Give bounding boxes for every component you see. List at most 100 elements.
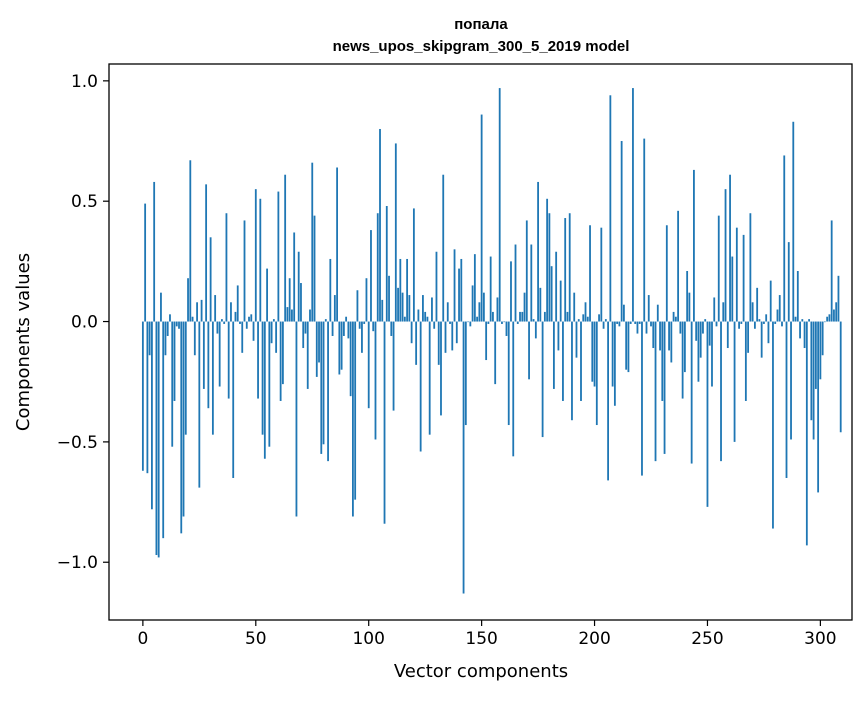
bar — [252, 321, 255, 341]
bar — [600, 227, 603, 322]
bar — [153, 181, 156, 322]
bar — [426, 316, 429, 322]
bar — [835, 302, 838, 322]
bar — [354, 321, 357, 500]
bar — [200, 299, 203, 322]
bar — [767, 321, 770, 344]
axes-frame — [108, 63, 853, 621]
bar — [794, 316, 797, 322]
bar — [645, 321, 648, 334]
bar — [790, 321, 792, 440]
bar — [214, 295, 217, 322]
bar — [760, 321, 763, 358]
bar — [620, 141, 623, 322]
bar — [801, 319, 804, 322]
bar — [365, 278, 368, 322]
bar — [223, 321, 226, 324]
bar — [821, 321, 824, 356]
bar — [659, 321, 661, 351]
bar — [415, 321, 418, 365]
bar — [383, 321, 386, 524]
bar — [257, 321, 259, 399]
bar — [352, 321, 354, 517]
bar — [763, 321, 765, 324]
bar — [521, 311, 524, 322]
bar — [693, 169, 695, 322]
bar — [277, 191, 280, 322]
bar — [162, 321, 165, 539]
bar — [566, 311, 569, 322]
bar — [607, 321, 609, 481]
bar — [489, 256, 492, 322]
bar — [385, 206, 388, 322]
x-tick-label: 250 — [691, 629, 723, 649]
bar-series — [141, 88, 842, 594]
bar — [828, 314, 831, 322]
bar — [376, 213, 379, 322]
bar — [722, 302, 725, 322]
y-tick-label: 0.5 — [71, 192, 98, 212]
bar — [729, 174, 731, 322]
bar — [774, 321, 777, 324]
bar — [349, 321, 352, 397]
bar — [720, 321, 722, 462]
bar — [225, 213, 228, 322]
bar — [582, 314, 585, 322]
bar — [440, 321, 442, 416]
bar — [516, 321, 519, 324]
bar — [431, 297, 433, 322]
bar — [295, 321, 298, 517]
bar — [175, 321, 178, 327]
bar — [744, 321, 747, 401]
bar — [401, 292, 404, 322]
y-tick-label: 1.0 — [71, 72, 98, 92]
bar — [184, 321, 187, 435]
bar — [758, 319, 761, 322]
bar — [586, 316, 589, 322]
bar — [268, 321, 271, 447]
bar — [336, 167, 338, 322]
bar — [196, 302, 198, 322]
bar — [510, 261, 512, 322]
bar — [577, 319, 580, 322]
bar — [749, 213, 752, 322]
bar — [397, 287, 399, 322]
bar — [546, 198, 549, 322]
bar — [501, 321, 503, 324]
bar — [207, 321, 210, 409]
y-tick-label: −1.0 — [57, 553, 98, 573]
bar — [826, 316, 829, 322]
bar — [367, 321, 370, 409]
bar — [306, 321, 309, 389]
bar — [695, 321, 698, 341]
bar — [451, 321, 454, 351]
bar — [444, 321, 447, 353]
bar — [248, 316, 250, 322]
bar — [656, 304, 659, 322]
bar — [460, 258, 463, 322]
bar — [424, 311, 427, 322]
bar — [218, 321, 221, 387]
bar — [650, 321, 652, 327]
bar — [765, 314, 768, 322]
bar — [611, 321, 614, 387]
bar — [598, 314, 600, 322]
bar — [724, 189, 727, 322]
bar — [632, 88, 634, 322]
bar — [227, 321, 230, 399]
bar — [548, 213, 551, 322]
bar — [541, 321, 544, 438]
bar — [245, 321, 248, 329]
bar — [410, 321, 413, 344]
bar — [467, 321, 469, 323]
bar — [141, 321, 144, 471]
bar — [372, 321, 375, 332]
bar — [338, 321, 341, 375]
bar — [507, 321, 510, 426]
bar — [358, 321, 361, 329]
bar — [503, 321, 506, 323]
bar — [492, 311, 494, 322]
bar — [417, 309, 420, 322]
bar — [568, 213, 571, 322]
x-tick-label: 200 — [578, 629, 610, 649]
